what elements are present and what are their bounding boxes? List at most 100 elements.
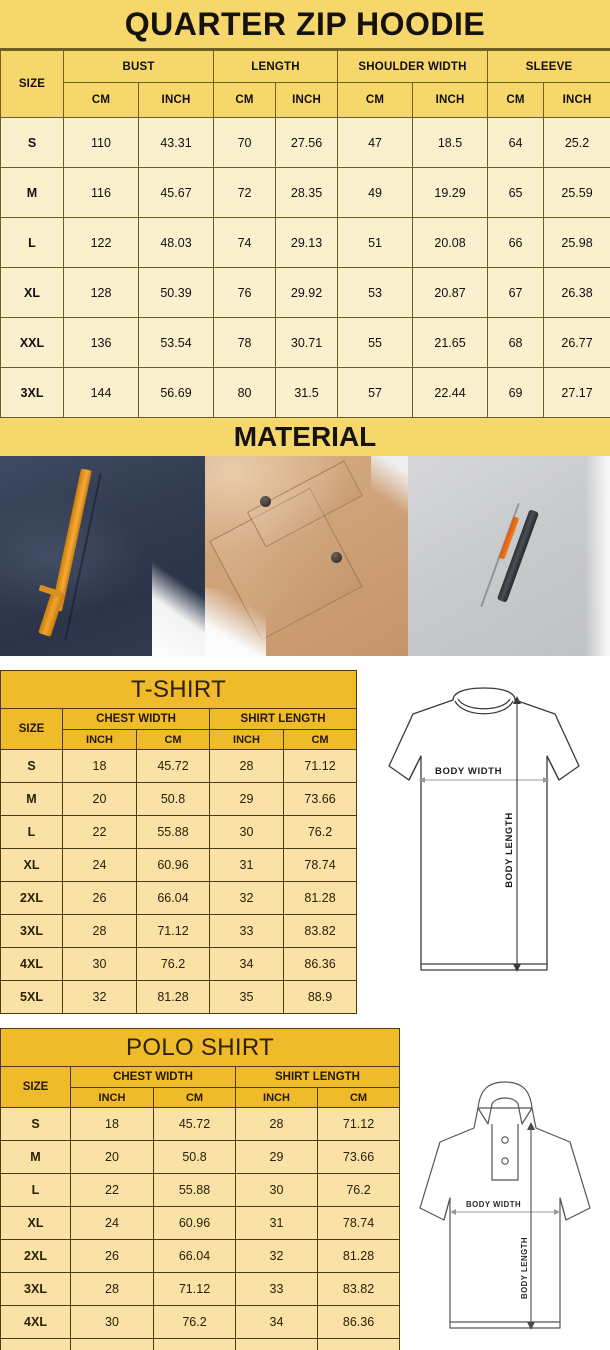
polo-body-length-measure — [527, 1122, 536, 1330]
tan-photo-backdrop-top — [371, 456, 408, 516]
tshirt-cell-chest-in: 32 — [62, 980, 137, 1014]
hoodie-row-size: XL — [0, 267, 64, 318]
hoodie-size-table: SIZE BUST LENGTH SHOULDER WIDTH SLEEVE C… — [0, 50, 610, 418]
hoodie-cell-sleeve-in: 25.98 — [543, 217, 610, 268]
hoodie-cell-length-in: 30.71 — [275, 317, 339, 368]
table-row: 2XL 26 66.04 32 81.28 — [0, 1239, 401, 1273]
polo-group-header-row: SIZE CHEST WIDTH SHIRT LENGTH — [0, 1066, 401, 1108]
hoodie-cell-length-cm: 74 — [213, 217, 277, 268]
hoodie-unit-sleeve-inch: INCH — [543, 82, 610, 118]
tshirt-row-size: 2XL — [0, 881, 63, 915]
polo-placket — [491, 1124, 519, 1181]
polo-cell-length-cm: 76.2 — [316, 1173, 401, 1207]
tshirt-collar-outer — [454, 700, 514, 715]
polo-row-size: 3XL — [0, 1272, 71, 1306]
hoodie-cell-length-in: 29.92 — [275, 267, 339, 318]
tshirt-left-sleeve-hem — [408, 755, 422, 781]
hoodie-cell-bust-in: 50.39 — [137, 267, 215, 318]
hoodie-cell-shoulder-in: 20.87 — [412, 267, 489, 318]
table-row: M 20 50.8 29 73.66 — [0, 1140, 401, 1174]
hoodie-cell-shoulder-cm: 53 — [337, 267, 414, 318]
table-row: M 116 45.67 72 28.35 49 19.29 65 25.59 — [0, 167, 610, 218]
hoodie-col-length: LENGTH — [213, 50, 339, 83]
hoodie-unit-bust-inch: INCH — [137, 82, 215, 118]
tshirt-cell-chest-in: 18 — [62, 749, 137, 783]
grey-photo-backdrop — [581, 456, 610, 656]
tshirt-cell-chest-cm: 60.96 — [136, 848, 210, 882]
tshirt-cell-chest-cm: 76.2 — [136, 947, 210, 981]
tshirt-body-width-label: BODY WIDTH — [435, 766, 502, 777]
polo-title-row: POLO SHIRT — [0, 1028, 401, 1067]
polo-section: POLO SHIRT SIZE CHEST WIDTH SHIRT LENGTH… — [0, 1028, 610, 1350]
hoodie-cell-bust-in: 48.03 — [137, 217, 215, 268]
table-row: XXL 136 53.54 78 30.71 55 21.65 68 26.77 — [0, 317, 610, 368]
polo-cell-length-cm: 73.66 — [316, 1140, 401, 1174]
polo-collar — [477, 1081, 533, 1125]
tan-fabric-highlight — [205, 456, 348, 556]
tshirt-body-length-label: BODY LENGTH — [504, 812, 515, 888]
table-row: M 20 50.8 29 73.66 — [0, 782, 358, 816]
hoodie-cell-sleeve-cm: 66 — [487, 217, 545, 268]
polo-body-length-label: BODY LENGTH — [520, 1237, 529, 1299]
section-spacer — [0, 656, 610, 670]
hoodie-cell-bust-cm: 136 — [63, 317, 139, 368]
tshirt-body-length-measure — [513, 696, 522, 972]
hoodie-row-size: L — [0, 217, 64, 268]
tshirt-group-header-row: SIZE CHEST WIDTH SHIRT LENGTH — [0, 708, 358, 750]
polo-unit-chest-cm: CM — [153, 1087, 236, 1108]
tshirt-cell-length-in: 32 — [209, 881, 284, 915]
polo-row-size: L — [0, 1173, 71, 1207]
tshirt-collar-inner — [457, 698, 511, 710]
tshirt-row-size: 5XL — [0, 980, 63, 1014]
hoodie-cell-length-cm: 78 — [213, 317, 277, 368]
polo-size-table: POLO SHIRT SIZE CHEST WIDTH SHIRT LENGTH… — [0, 1028, 401, 1350]
table-row: S 18 45.72 28 71.12 — [0, 1107, 401, 1141]
navy-photo-backdrop — [151, 546, 205, 656]
tshirt-row-size: M — [0, 782, 63, 816]
hoodie-cell-bust-in: 43.31 — [137, 117, 215, 168]
polo-cell-length-in: 32 — [235, 1239, 318, 1273]
polo-row-size: XL — [0, 1206, 71, 1240]
polo-cell-chest-cm: 66.04 — [153, 1239, 236, 1273]
polo-title: POLO SHIRT — [0, 1028, 401, 1067]
hoodie-unit-shoulder-inch: INCH — [412, 82, 489, 118]
tshirt-col-size: SIZE — [0, 708, 63, 750]
polo-cell-chest-cm: 80.01 — [153, 1338, 236, 1350]
hoodie-unit-sleeve-cm: CM — [487, 82, 545, 118]
tshirt-cell-length-cm: 73.66 — [282, 782, 358, 816]
table-row: XL 24 60.96 31 78.74 — [0, 848, 358, 882]
polo-cell-chest-cm: 76.2 — [153, 1305, 236, 1339]
tshirt-body-width-measure — [419, 777, 550, 783]
polo-cell-chest-cm: 55.88 — [153, 1173, 236, 1207]
hoodie-cell-shoulder-cm: 51 — [337, 217, 414, 268]
tshirt-cell-chest-in: 24 — [62, 848, 137, 882]
hoodie-cell-sleeve-cm: 64 — [487, 117, 545, 168]
grey-fabric-background — [408, 456, 610, 656]
tshirt-cell-length-in: 28 — [209, 749, 284, 783]
hoodie-cell-shoulder-cm: 49 — [337, 167, 414, 218]
hoodie-cell-sleeve-in: 27.17 — [543, 367, 610, 418]
polo-cell-length-cm: 81.28 — [316, 1239, 401, 1273]
polo-diagram: BODY WIDTH BODY LENGTH — [400, 1028, 610, 1350]
tshirt-cell-chest-in: 30 — [62, 947, 137, 981]
hoodie-group-header-row: SIZE BUST LENGTH SHOULDER WIDTH SLEEVE — [0, 50, 610, 118]
tshirt-cell-chest-in: 28 — [62, 914, 137, 948]
material-photo-tan-pocket — [205, 456, 408, 656]
polo-cell-length-cm: 88.9 — [316, 1338, 401, 1350]
hoodie-title-banner: QUARTER ZIP HOODIE — [0, 0, 610, 50]
hoodie-cell-sleeve-cm: 67 — [487, 267, 545, 318]
tshirt-cell-length-in: 29 — [209, 782, 284, 816]
polo-diagram-svg: BODY WIDTH BODY LENGTH — [419, 1081, 591, 1330]
polo-col-size: SIZE — [0, 1066, 71, 1108]
hoodie-cell-bust-cm: 116 — [63, 167, 139, 218]
polo-body-width-measure — [450, 1209, 561, 1215]
hoodie-unit-header-row: CM INCH CM INCH CM INCH CM INCH — [1, 82, 610, 118]
hoodie-cell-bust-cm: 122 — [63, 217, 139, 268]
grey-fabric-texture — [408, 456, 610, 656]
page-title: QUARTER ZIP HOODIE — [124, 5, 486, 42]
table-row: 3XL 144 56.69 80 31.5 57 22.44 69 27.17 — [0, 367, 610, 418]
hoodie-cell-shoulder-in: 20.08 — [412, 217, 489, 268]
table-row: S 18 45.72 28 71.12 — [0, 749, 358, 783]
tshirt-row-size: L — [0, 815, 63, 849]
